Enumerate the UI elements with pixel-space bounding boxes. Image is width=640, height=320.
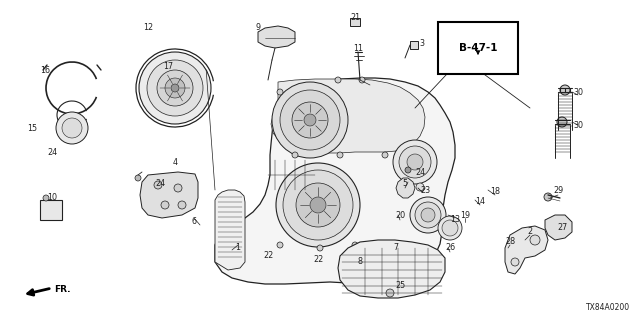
Polygon shape: [396, 178, 415, 198]
Circle shape: [317, 245, 323, 251]
Circle shape: [147, 60, 203, 116]
Circle shape: [352, 242, 358, 248]
Text: 27: 27: [557, 223, 567, 233]
Circle shape: [277, 242, 283, 248]
Circle shape: [544, 193, 552, 201]
FancyBboxPatch shape: [410, 41, 418, 49]
Circle shape: [276, 163, 360, 247]
Polygon shape: [215, 190, 245, 270]
Text: 21: 21: [350, 12, 360, 21]
Circle shape: [393, 140, 437, 184]
Text: 15: 15: [27, 124, 37, 132]
Circle shape: [386, 289, 394, 297]
Circle shape: [280, 90, 340, 150]
Circle shape: [43, 195, 49, 201]
Text: 10: 10: [47, 194, 57, 203]
Circle shape: [62, 118, 82, 138]
Circle shape: [530, 235, 540, 245]
Text: 16: 16: [40, 66, 50, 75]
Circle shape: [382, 152, 388, 158]
Circle shape: [135, 175, 141, 181]
Text: 24: 24: [155, 179, 165, 188]
Circle shape: [415, 202, 441, 228]
Circle shape: [560, 85, 570, 95]
Circle shape: [557, 117, 567, 127]
Text: 28: 28: [505, 237, 515, 246]
Text: 5: 5: [403, 179, 408, 188]
Circle shape: [161, 201, 169, 209]
Text: 2: 2: [527, 228, 532, 236]
Circle shape: [56, 112, 88, 144]
Text: 25: 25: [395, 281, 405, 290]
Text: 24: 24: [415, 167, 425, 177]
Text: 26: 26: [445, 244, 455, 252]
Text: 17: 17: [163, 61, 173, 70]
Circle shape: [416, 183, 424, 191]
Text: 22: 22: [313, 255, 323, 265]
Text: 11: 11: [353, 44, 363, 52]
Text: 9: 9: [255, 22, 260, 31]
Circle shape: [292, 152, 298, 158]
Circle shape: [272, 82, 348, 158]
Circle shape: [292, 102, 328, 138]
Text: 3: 3: [419, 38, 424, 47]
Circle shape: [438, 216, 462, 240]
Text: 20: 20: [395, 211, 405, 220]
Circle shape: [157, 70, 193, 106]
Circle shape: [277, 89, 283, 95]
Circle shape: [296, 183, 340, 227]
Circle shape: [304, 114, 316, 126]
Circle shape: [405, 167, 411, 173]
Polygon shape: [338, 240, 445, 298]
Text: 23: 23: [420, 186, 430, 195]
Polygon shape: [215, 78, 455, 284]
Text: 4: 4: [173, 157, 177, 166]
Circle shape: [165, 78, 185, 98]
Text: 29: 29: [553, 186, 563, 195]
Polygon shape: [140, 172, 198, 218]
FancyBboxPatch shape: [350, 18, 360, 26]
Text: TX84A0200: TX84A0200: [586, 303, 630, 312]
Text: 13: 13: [450, 215, 460, 225]
Circle shape: [442, 220, 458, 236]
Text: 7: 7: [394, 243, 399, 252]
Text: 24: 24: [47, 148, 57, 156]
Circle shape: [283, 170, 353, 240]
Circle shape: [407, 154, 423, 170]
Circle shape: [310, 197, 326, 213]
Circle shape: [421, 208, 435, 222]
Circle shape: [511, 258, 519, 266]
Text: 1: 1: [236, 244, 241, 252]
Circle shape: [154, 181, 162, 189]
Polygon shape: [258, 26, 295, 48]
Circle shape: [359, 77, 365, 83]
Text: FR.: FR.: [54, 285, 70, 294]
Circle shape: [178, 201, 186, 209]
Polygon shape: [545, 215, 572, 240]
Circle shape: [335, 77, 341, 83]
Polygon shape: [271, 79, 425, 153]
Text: 30: 30: [573, 121, 583, 130]
Circle shape: [337, 152, 343, 158]
Circle shape: [417, 247, 423, 253]
Circle shape: [410, 197, 446, 233]
Text: 6: 6: [191, 218, 196, 227]
Polygon shape: [505, 226, 548, 274]
Circle shape: [174, 184, 182, 192]
Text: 22: 22: [263, 251, 273, 260]
Circle shape: [399, 146, 431, 178]
Circle shape: [139, 52, 211, 124]
Text: 14: 14: [475, 197, 485, 206]
Text: B-47-1: B-47-1: [459, 43, 497, 53]
Circle shape: [171, 84, 179, 92]
FancyBboxPatch shape: [40, 200, 62, 220]
Text: 30: 30: [573, 87, 583, 97]
Text: 19: 19: [460, 212, 470, 220]
Text: 8: 8: [358, 258, 362, 267]
Text: 12: 12: [143, 22, 153, 31]
Circle shape: [387, 242, 393, 248]
Text: 18: 18: [490, 188, 500, 196]
